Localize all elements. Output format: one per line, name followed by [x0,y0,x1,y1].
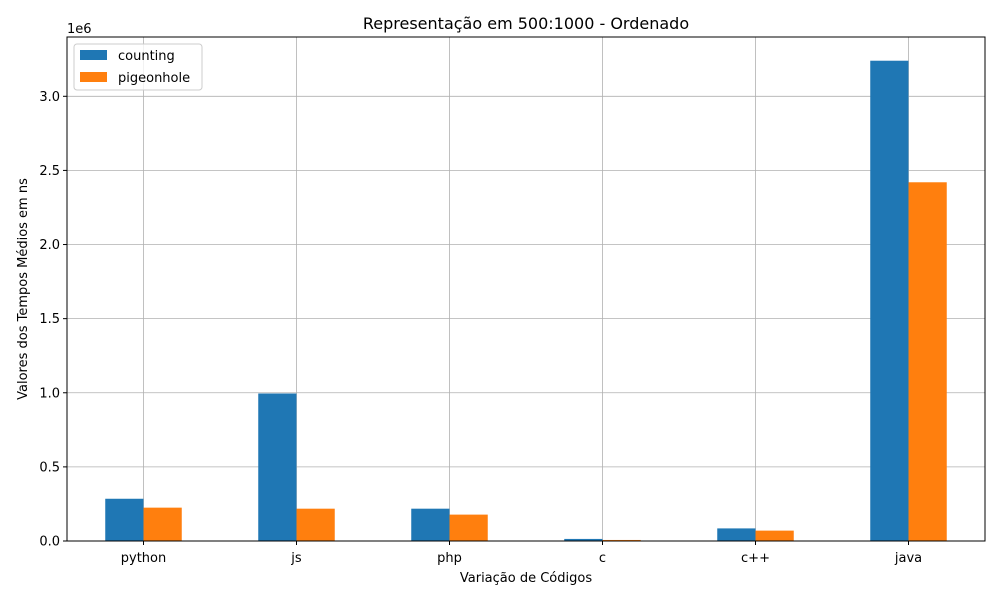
x-axis-title: Variação de Códigos [460,571,592,586]
legend-label-counting: counting [118,49,175,64]
bar-pigeonhole-cpp [755,530,794,541]
x-tick-label-python: python [121,551,166,566]
bar-counting-python [105,498,144,541]
x-tick-label-java: java [894,551,922,566]
x-tick-label-js: js [290,551,302,566]
bar-pigeonhole-c [602,539,641,541]
bar-pigeonhole-python [143,507,182,541]
bar-pigeonhole-java [908,182,947,542]
bars [105,60,947,542]
x-tick-label-c: c [599,551,606,566]
chart-title: Representação em 500:1000 - Ordenado [363,14,689,33]
legend: counting pigeonhole [73,43,203,91]
grid [67,37,985,542]
y-tick-label: 1.5 [39,312,60,327]
legend-label-pigeonhole: pigeonhole [118,71,190,86]
bar-counting-php [411,508,450,541]
legend-swatch-pigeonhole [80,72,107,82]
bar-counting-java [870,60,909,541]
y-tick-label: 2.5 [39,164,60,179]
ticks: 0.0 0.5 1.0 1.5 2.0 2.5 3.0 python js php c c++ java [39,90,922,566]
x-tick-label-cpp: c++ [741,551,770,566]
y-axis-offset-label: 1e6 [67,22,92,37]
y-tick-label: 3.0 [39,90,60,105]
legend-swatch-counting [80,50,107,60]
bar-counting-js [258,393,297,541]
y-tick-label: 0.0 [39,535,60,550]
y-tick-label: 0.5 [39,460,60,475]
y-axis-title: Valores dos Tempos Médios em ns [16,178,31,400]
x-tick-label-php: php [437,551,462,566]
bar-pigeonhole-php [449,514,488,541]
y-tick-label: 2.0 [39,238,60,253]
bar-pigeonhole-js [296,508,335,541]
bar-counting-c [564,538,603,541]
y-tick-label: 1.0 [39,386,60,401]
bar-counting-cpp [717,528,756,541]
plot-frame [66,36,986,542]
